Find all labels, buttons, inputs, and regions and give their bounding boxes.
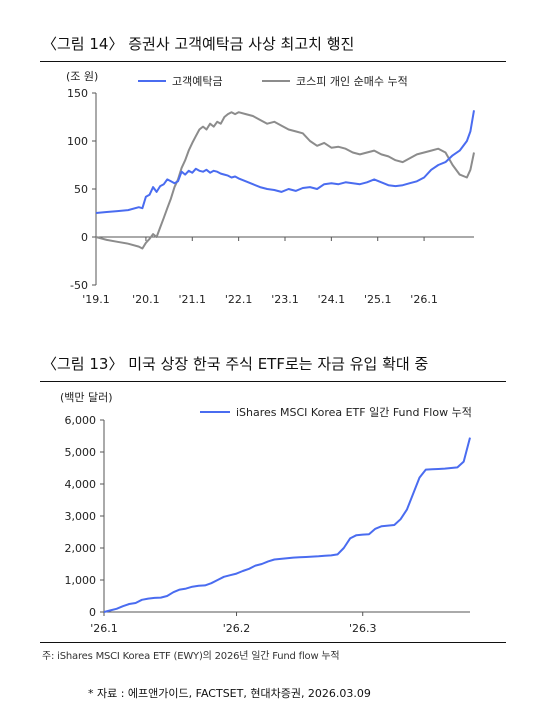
legend-swatch-gray (262, 80, 290, 82)
y-tick-label: 1,000 (65, 574, 97, 587)
chart1-title: 〈그림 14〉 증권사 고객예탁금 사상 최고치 행진 (42, 35, 355, 53)
legend-swatch-blue (138, 80, 166, 82)
y-tick-label: 0 (81, 231, 88, 244)
x-tick-label: '19.1 (82, 293, 110, 306)
y-tick-label: 0 (89, 606, 96, 619)
chart1-legend-item-deposits: 고객예탁금 (138, 73, 223, 89)
chart2-plot: 0 1,000 2,000 3,000 4,000 5,000 6,000 '26.1 '26.… (65, 414, 471, 635)
y-tick-label: 6,000 (65, 414, 97, 427)
legend-swatch-blue (200, 411, 230, 413)
x-tick-label: '26.1 (90, 622, 118, 635)
footnote: 주: iShares MSCI Korea ETF (EWY)의 2026년 일… (42, 651, 340, 662)
x-tick-label: '26.3 (349, 622, 377, 635)
chart1-title-rule (40, 61, 506, 62)
chart2-legend-item-ewy: iShares MSCI Korea ETF 일간 Fund Flow 누적 (200, 404, 472, 420)
x-tick-label: '21.1 (179, 293, 207, 306)
y-tick-label: 3,000 (65, 510, 97, 523)
chart2-title-rule (40, 381, 506, 382)
y-tick-label: 150 (67, 87, 88, 100)
series-line-kospi-retail (95, 111, 475, 250)
chart1-unit-label: (조 원) (66, 70, 99, 83)
y-tick-label: 4,000 (65, 478, 97, 491)
chart1-plot: -50 0 50 100 150 '19.1 '20.1 '21.1 '22.1 '23.1 '24… (67, 87, 475, 306)
footnote-rule (40, 642, 506, 643)
chart1-legend-label-kospi: 코스피 개인 순매수 누적 (296, 75, 408, 88)
x-tick-label: '20.1 (132, 293, 160, 306)
y-tick-label: 50 (74, 183, 88, 196)
y-tick-label: 100 (67, 135, 88, 148)
source-credit: * 자료 : 에프앤가이드, FACTSET, 현대차증권, 2026.03.0… (88, 687, 371, 700)
x-tick-label: '25.1 (364, 293, 392, 306)
chart1-legend-item-kospi: 코스피 개인 순매수 누적 (262, 73, 408, 89)
series-line-deposits (95, 110, 475, 214)
chart2-legend-label-ewy: iShares MSCI Korea ETF 일간 Fund Flow 누적 (236, 406, 472, 419)
x-tick-label: '26.2 (223, 622, 251, 635)
y-tick-label: -50 (70, 279, 88, 292)
x-tick-label: '26.1 (410, 293, 438, 306)
chart2-title: 〈그림 13〉 미국 상장 한국 주식 ETF로는 자금 유입 확대 중 (42, 355, 429, 373)
x-tick-label: '24.1 (318, 293, 346, 306)
x-tick-label: '22.1 (225, 293, 253, 306)
x-tick-label: '23.1 (271, 293, 299, 306)
y-tick-label: 5,000 (65, 446, 97, 459)
chart1-legend-label-deposits: 고객예탁금 (172, 75, 223, 88)
chart2-unit-label: (백만 달러) (60, 391, 113, 404)
series-line-ewy-flow (103, 437, 471, 613)
y-tick-label: 2,000 (65, 542, 97, 555)
